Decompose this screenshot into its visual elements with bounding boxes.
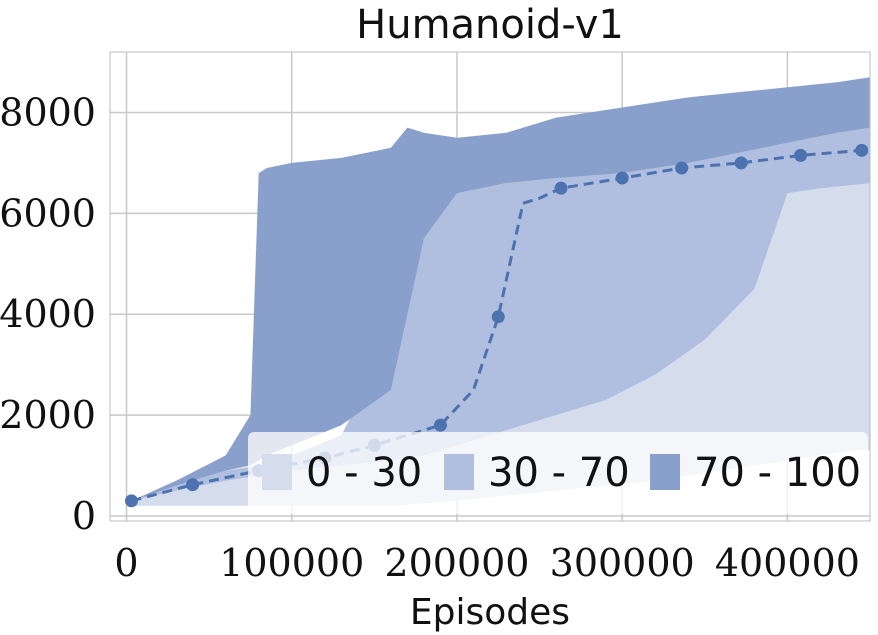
- median-marker-5: [433, 418, 447, 432]
- legend-label-0-30: 0 - 30: [306, 450, 422, 496]
- median-marker-0: [124, 494, 138, 508]
- legend-swatch-0-30: [262, 454, 292, 490]
- median-marker-6: [491, 310, 505, 324]
- plot-frame: [109, 51, 871, 522]
- x-tick-label-0: 0: [114, 541, 138, 585]
- x-tick-labels: 0 100000 200000 300000 400000: [114, 541, 859, 585]
- median-marker-12: [855, 143, 869, 157]
- y-tick-label-2: 4000: [0, 292, 96, 336]
- legend-label-70-100: 70 - 100: [694, 450, 861, 496]
- x-tick-label-1: 100000: [219, 541, 364, 585]
- y-tick-labels: 0 2000 4000 6000 8000: [0, 91, 96, 538]
- median-marker-8: [615, 171, 629, 185]
- legend-box: [248, 432, 868, 514]
- legend: 0 - 30 30 - 70 70 - 100: [248, 432, 868, 514]
- legend-swatch-70-100: [650, 454, 680, 490]
- x-tick-label-3: 300000: [550, 541, 695, 585]
- median-marker-1: [186, 478, 200, 492]
- band-70-100: [131, 77, 870, 501]
- x-tick-label-2: 200000: [384, 541, 529, 585]
- legend-swatch-30-70: [444, 454, 474, 490]
- chart-title: Humanoid-v1: [356, 2, 624, 48]
- y-tick-label-1: 2000: [0, 393, 96, 437]
- y-tick-label-4: 8000: [0, 91, 96, 135]
- y-tick-label-0: 0: [72, 494, 96, 538]
- median-marker-10: [734, 156, 748, 170]
- y-tick-label-3: 6000: [0, 191, 96, 235]
- legend-label-30-70: 30 - 70: [488, 450, 630, 496]
- median-marker-7: [554, 181, 568, 195]
- median-marker-11: [794, 148, 808, 162]
- band-0-30: [131, 183, 870, 506]
- x-tick-label-4: 400000: [715, 541, 860, 585]
- x-axis-label: Episodes: [410, 592, 570, 633]
- median-marker-9: [675, 161, 689, 175]
